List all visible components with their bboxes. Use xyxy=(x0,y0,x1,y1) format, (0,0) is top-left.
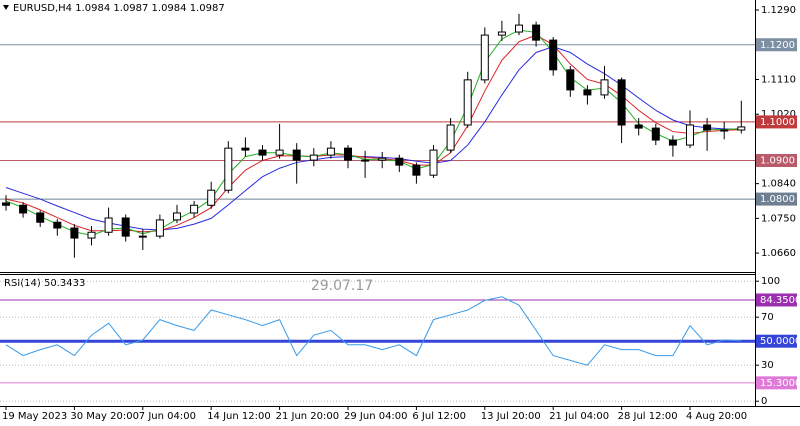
candle-body xyxy=(378,157,387,161)
candle-body xyxy=(258,149,267,156)
candle-body xyxy=(668,139,677,146)
chart-title: EURUSD,H4 1.0984 1.0987 1.0984 1.0987 xyxy=(13,3,225,14)
candle-body xyxy=(686,124,694,146)
candle-body xyxy=(190,204,199,214)
level-label: 1.0800 xyxy=(760,194,795,205)
menu-arrow[interactable] xyxy=(3,5,9,10)
y-tick-label: 1.0660 xyxy=(761,248,796,259)
candle-body xyxy=(600,79,609,96)
candle-body xyxy=(326,147,335,156)
x-tick-label: 21 Jun 20:00 xyxy=(276,411,340,422)
candle-body xyxy=(446,124,455,151)
candle-body xyxy=(36,212,45,223)
y-tick-label: 30 xyxy=(761,360,774,371)
level-label: 84.3500 xyxy=(760,295,800,306)
level-label-box xyxy=(756,153,797,167)
y-tick-label: 0 xyxy=(761,396,767,407)
candle-body xyxy=(173,212,181,221)
y-tick-label: 1.0840 xyxy=(761,179,796,190)
candle-body xyxy=(53,221,62,229)
candle-body xyxy=(703,124,712,131)
y-tick-label: 100 xyxy=(761,276,780,287)
x-tick-label: 19 May 2023 xyxy=(2,411,67,422)
y-tick-label: 1.0750 xyxy=(761,213,796,224)
x-tick-label: 30 May 20:00 xyxy=(70,411,139,422)
rsi-line xyxy=(5,296,742,366)
candle-body xyxy=(532,24,541,41)
candle-body xyxy=(515,24,523,33)
watermark: 29.07.17 xyxy=(311,278,373,294)
candle-body xyxy=(275,149,284,156)
candle-body xyxy=(720,129,729,132)
level-label-box xyxy=(756,192,797,206)
candle-body xyxy=(224,147,233,191)
level-label-box xyxy=(756,38,797,52)
y-tick-label: 70 xyxy=(761,312,774,323)
candle-body xyxy=(361,159,370,162)
candle-body xyxy=(429,149,438,176)
candle-body xyxy=(292,149,301,161)
candle-body xyxy=(480,34,489,81)
candle-body xyxy=(583,89,592,96)
candle-body xyxy=(19,204,28,214)
candle-body xyxy=(412,164,421,176)
candle-body xyxy=(121,217,130,237)
candle-body xyxy=(651,127,660,141)
level-label: 1.0900 xyxy=(760,155,795,166)
level-label: 15.3000 xyxy=(760,378,800,389)
level-label-box xyxy=(756,334,797,348)
candle-body xyxy=(104,217,113,233)
candle-body xyxy=(207,189,216,206)
x-tick-label: 29 Jun 04:00 xyxy=(344,411,408,422)
y-tick-label: 1.1290 xyxy=(761,5,796,16)
level-label-box xyxy=(756,115,797,129)
candle-body xyxy=(497,31,506,36)
candle-body xyxy=(309,154,318,161)
candle-body xyxy=(566,69,575,91)
candle-body xyxy=(138,235,147,238)
candle-body xyxy=(241,147,250,151)
level-label: 1.1000 xyxy=(760,117,795,128)
x-tick-label: 21 Jul 04:00 xyxy=(549,411,609,422)
x-tick-label: 7 Jun 04:00 xyxy=(139,411,196,422)
level-label: 1.1200 xyxy=(760,40,795,51)
indicator-title: RSI(14) 50.3433 xyxy=(4,278,85,289)
candle-body xyxy=(70,227,79,239)
x-tick-label: 6 Jul 12:00 xyxy=(412,411,466,422)
candle-body xyxy=(155,219,164,237)
y-tick-label: 1.1020 xyxy=(761,109,796,120)
candle-body xyxy=(344,147,352,161)
candle-body xyxy=(634,124,643,129)
y-tick-label: 1.1110 xyxy=(761,74,796,85)
x-tick-label: 14 Jun 12:00 xyxy=(207,411,271,422)
x-tick-label: 4 Aug 20:00 xyxy=(686,411,747,422)
x-tick-label: 13 Jul 20:00 xyxy=(481,411,541,422)
level-label-box xyxy=(756,293,797,307)
candle-body xyxy=(395,157,404,166)
candle-body xyxy=(617,79,626,126)
level-label: 50.0000 xyxy=(760,336,800,347)
x-tick-label: 28 Jul 12:00 xyxy=(618,411,678,422)
level-label-box xyxy=(756,376,797,390)
candle-body xyxy=(463,79,472,126)
candle-body xyxy=(2,202,10,206)
candle-body xyxy=(737,126,746,131)
candle-body xyxy=(87,231,96,239)
candle-body xyxy=(549,39,558,71)
